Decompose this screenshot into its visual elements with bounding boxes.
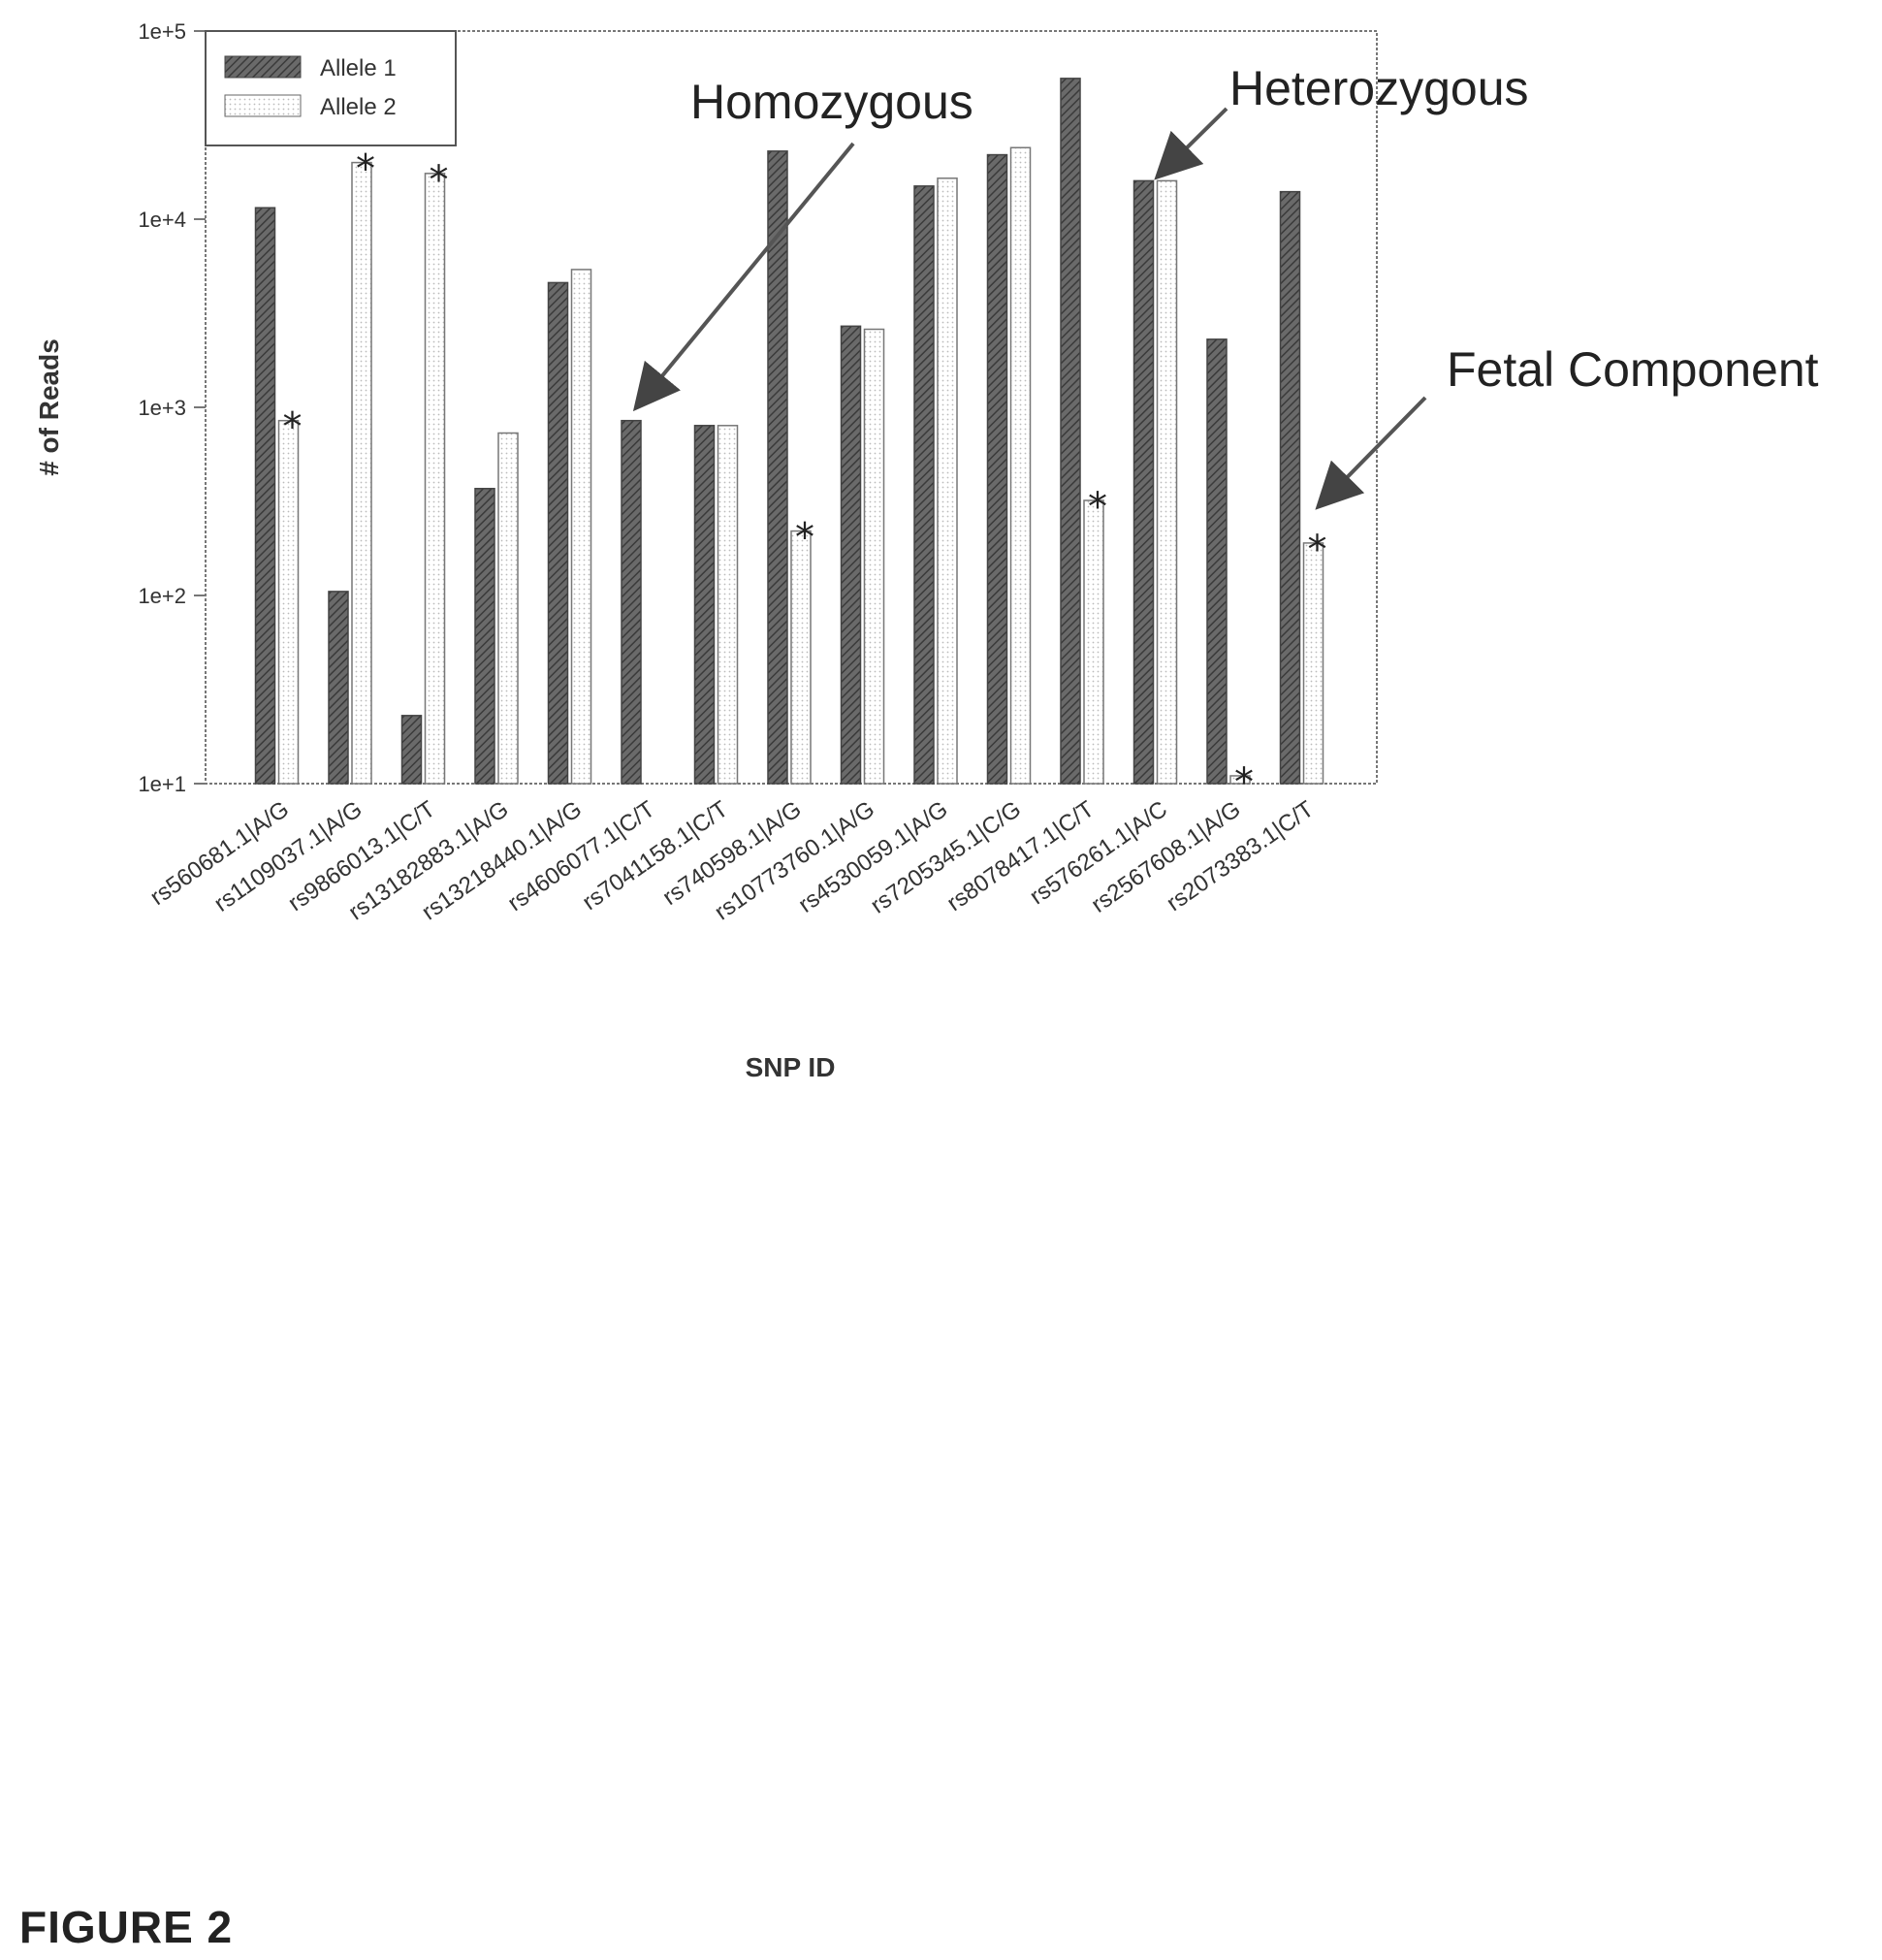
legend-box [205,30,457,146]
bar-allele-1 [840,325,862,785]
figure-caption: FIGURE 2 [19,1902,234,1952]
bar-allele-1 [474,488,495,785]
star-marker: * [1088,485,1107,530]
star-marker: * [1308,528,1327,572]
bar-allele-2 [1009,146,1032,785]
annotation-fetal-component-label: Fetal Component [1447,342,1819,397]
legend-label-allele-1: Allele 1 [320,55,397,81]
bars [254,78,1324,785]
bar-allele-1 [913,185,935,785]
bar-allele-2 [570,269,592,785]
bar-allele-2 [790,530,812,785]
bar-allele-2 [277,419,300,785]
bar-allele-2 [351,161,372,785]
annotation-fetal-component: Fetal Component [1315,342,1819,510]
bar-allele-2 [1156,179,1178,785]
annotation-homozygous-label: Homozygous [690,75,973,129]
bar-allele-2 [497,432,519,785]
chart: 1e+1 1e+2 1e+3 1e+4 1e+5 * * * * * * * rs560681.1|… [34,19,1819,1082]
annotation-heterozygous-label: Heterozygous [1229,61,1529,115]
legend-label-allele-2: Allele 2 [320,94,397,120]
bar-allele-2 [863,328,885,785]
bar-allele-1 [400,715,423,785]
y-axis: 1e+1 1e+2 1e+3 1e+4 1e+5 [138,19,206,796]
y-axis-title: # of Reads [34,338,64,476]
star-marker: * [283,405,303,450]
y-tick-label: 1e+1 [138,772,186,796]
legend-swatch-allele-2 [224,94,302,117]
bar-allele-1 [328,591,349,785]
y-tick-label: 1e+4 [138,208,186,232]
annotation-homozygous-arrow [632,142,855,412]
bar-allele-1 [986,153,1008,785]
bar-allele-2 [937,177,958,785]
x-axis-title: SNP ID [746,1052,836,1082]
bar-allele-1 [621,419,642,785]
bar-allele-2 [717,425,739,785]
y-tick-label: 1e+2 [138,584,186,608]
x-axis-labels: rs560681.1|A/Grs1109037.1|A/Grs9866013.1… [145,796,1319,926]
annotation-heterozygous: Heterozygous [1154,61,1529,180]
bar-allele-1 [767,150,788,785]
annotation-fetal-component-arrow [1315,396,1427,510]
bar-allele-2 [1083,499,1104,785]
star-marker: * [1234,760,1254,805]
star-markers: * * * * * * * [283,147,1327,805]
star-marker: * [795,516,814,561]
bar-allele-1 [254,207,276,785]
star-marker: * [356,147,375,192]
bar-allele-2 [1229,775,1251,785]
bar-allele-2 [424,173,446,785]
legend: Allele 1 Allele 2 [205,30,457,146]
bar-allele-1 [1132,179,1155,785]
bar-allele-1 [547,281,569,785]
bar-allele-1 [693,425,716,785]
y-tick-label: 1e+5 [138,19,186,44]
annotation-homozygous: Homozygous [632,75,973,412]
bar-allele-1 [1206,338,1228,785]
y-tick-label: 1e+3 [138,396,186,420]
bar-allele-1 [1279,190,1301,785]
bar-allele-1 [1060,78,1081,785]
bar-allele-2 [1302,542,1324,785]
annotation-heterozygous-arrow [1154,107,1228,180]
star-marker: * [430,158,449,203]
legend-swatch-allele-1 [224,55,302,79]
